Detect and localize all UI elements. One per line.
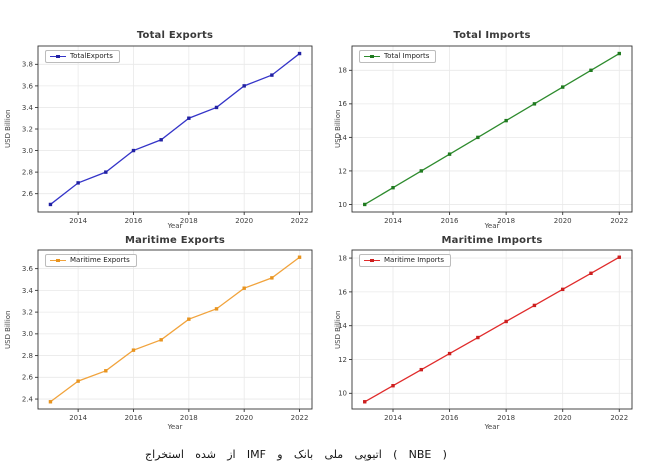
x-axis-label: Year bbox=[167, 423, 183, 431]
svg-text:12: 12 bbox=[338, 167, 347, 175]
caption-word: ملی bbox=[324, 448, 344, 461]
svg-text:3.0: 3.0 bbox=[22, 330, 33, 338]
svg-text:2018: 2018 bbox=[180, 414, 198, 422]
y-axis-label: USD Billion bbox=[4, 109, 12, 149]
svg-text:2018: 2018 bbox=[497, 217, 515, 225]
svg-text:12: 12 bbox=[338, 356, 347, 364]
legend-total-exports: TotalExports bbox=[45, 50, 120, 63]
svg-text:2018: 2018 bbox=[497, 414, 515, 422]
svg-text:14: 14 bbox=[338, 322, 347, 330]
plot-area-maritime-exports: 2.4 2.6 2.8 3.0 3.2 3.4 3.6 2014 2016 2018 2020 202… bbox=[22, 249, 313, 422]
chart-title-maritime-exports: Maritime Exports bbox=[124, 235, 226, 246]
legend-total-imports: Total Imports bbox=[359, 50, 437, 63]
svg-text:2022: 2022 bbox=[291, 414, 309, 422]
caption-word: و bbox=[277, 448, 283, 461]
svg-text:2022: 2022 bbox=[610, 217, 628, 225]
chart-panel-maritime-imports: 10 12 14 16 18 2014 2016 2018 2020 2022 Maritime … bbox=[330, 233, 661, 440]
y-axis-label: USD Billion bbox=[334, 310, 342, 349]
svg-text:3.4: 3.4 bbox=[22, 104, 34, 112]
caption-word: IMF bbox=[246, 448, 266, 461]
svg-text:2014: 2014 bbox=[384, 217, 402, 225]
plot-area-total-imports: 10 12 14 16 18 2014 2016 2018 2020 2022 bbox=[338, 45, 633, 225]
svg-text:2014: 2014 bbox=[69, 217, 87, 225]
svg-text:3.2: 3.2 bbox=[22, 309, 33, 317]
legend-line-sample bbox=[50, 258, 66, 263]
source-caption: استخراج شده از IMF و بانک ملی اتیوپی ( NBE) bbox=[145, 448, 447, 461]
caption-word: از bbox=[227, 448, 236, 461]
svg-text:2016: 2016 bbox=[125, 414, 143, 422]
svg-text:16: 16 bbox=[338, 288, 347, 296]
svg-text:2016: 2016 bbox=[125, 217, 143, 225]
svg-text:18: 18 bbox=[338, 254, 347, 262]
svg-text:2.4: 2.4 bbox=[22, 395, 34, 403]
svg-text:2014: 2014 bbox=[384, 414, 402, 422]
svg-text:2020: 2020 bbox=[554, 217, 572, 225]
chart-title-total-imports: Total Imports bbox=[453, 30, 531, 41]
legend-line-sample bbox=[364, 54, 380, 59]
caption-word: ) bbox=[442, 448, 447, 461]
svg-text:14: 14 bbox=[338, 134, 347, 142]
svg-text:2016: 2016 bbox=[441, 217, 459, 225]
caption-word: شده bbox=[195, 448, 216, 461]
chart-panel-maritime-exports: 2.4 2.6 2.8 3.0 3.2 3.4 3.6 2014 2016 2018 2020 202… bbox=[0, 233, 330, 440]
legend-label: TotalExports bbox=[70, 52, 113, 60]
svg-text:2.8: 2.8 bbox=[22, 352, 33, 360]
y-axis-label: USD Billion bbox=[4, 310, 12, 349]
legend-marker-icon bbox=[370, 258, 374, 263]
svg-text:2020: 2020 bbox=[235, 414, 253, 422]
x-axis-label: Year bbox=[484, 222, 500, 230]
legend-marker-icon bbox=[56, 54, 60, 59]
caption-word: بانک bbox=[293, 448, 314, 461]
caption-word: اتیوپی bbox=[354, 448, 382, 461]
legend-maritime-imports: Maritime Imports bbox=[359, 254, 452, 267]
svg-text:18: 18 bbox=[338, 67, 347, 75]
svg-text:3.8: 3.8 bbox=[22, 61, 33, 69]
chart-title-total-exports: Total Exports bbox=[136, 30, 214, 41]
legend-label: Total Imports bbox=[384, 52, 430, 60]
svg-text:3.6: 3.6 bbox=[22, 82, 34, 90]
svg-text:2020: 2020 bbox=[235, 217, 253, 225]
svg-text:3.6: 3.6 bbox=[22, 265, 34, 273]
svg-text:2.6: 2.6 bbox=[22, 190, 34, 198]
plot-area-total-exports: 2.6 2.8 3.0 3.2 3.4 3.6 3.8 2014 2016 2018 2020 202… bbox=[22, 45, 313, 225]
legend-label: Maritime Imports bbox=[384, 256, 445, 264]
svg-text:2018: 2018 bbox=[180, 217, 198, 225]
svg-text:3.0: 3.0 bbox=[22, 147, 33, 155]
legend-maritime-exports: Maritime Exports bbox=[45, 254, 137, 267]
svg-text:2.8: 2.8 bbox=[22, 169, 33, 177]
svg-text:2022: 2022 bbox=[291, 217, 309, 225]
svg-text:2022: 2022 bbox=[610, 414, 628, 422]
legend-line-sample bbox=[364, 258, 380, 263]
legend-line-sample bbox=[50, 54, 66, 59]
caption-word: NBE bbox=[408, 448, 432, 461]
svg-text:2016: 2016 bbox=[441, 414, 459, 422]
svg-text:3.4: 3.4 bbox=[22, 287, 34, 295]
y-axis-label: USD Billion bbox=[334, 109, 342, 149]
legend-marker-icon bbox=[370, 54, 374, 59]
x-axis-label: Year bbox=[167, 222, 183, 230]
chart-title-maritime-imports: Maritime Imports bbox=[441, 235, 543, 246]
svg-text:3.2: 3.2 bbox=[22, 125, 33, 133]
x-axis-label: Year bbox=[484, 423, 500, 431]
svg-text:2020: 2020 bbox=[554, 414, 572, 422]
chart-panel-total-imports: 10 12 14 16 18 2014 2016 2018 2020 2022 Total Imp… bbox=[330, 0, 661, 233]
plot-area-maritime-imports: 10 12 14 16 18 2014 2016 2018 2020 2022 bbox=[338, 249, 633, 422]
legend-marker-icon bbox=[56, 258, 60, 263]
svg-text:2014: 2014 bbox=[69, 414, 87, 422]
svg-text:16: 16 bbox=[338, 100, 347, 108]
svg-text:10: 10 bbox=[338, 201, 347, 209]
caption-word: استخراج bbox=[145, 448, 184, 461]
legend-label: Maritime Exports bbox=[70, 256, 130, 264]
svg-text:2.6: 2.6 bbox=[22, 374, 34, 382]
chart-panel-total-exports: 2.6 2.8 3.0 3.2 3.4 3.6 3.8 2014 2016 2018 2020 202… bbox=[0, 0, 330, 233]
caption-word: ( bbox=[393, 448, 398, 461]
svg-text:10: 10 bbox=[338, 390, 347, 398]
